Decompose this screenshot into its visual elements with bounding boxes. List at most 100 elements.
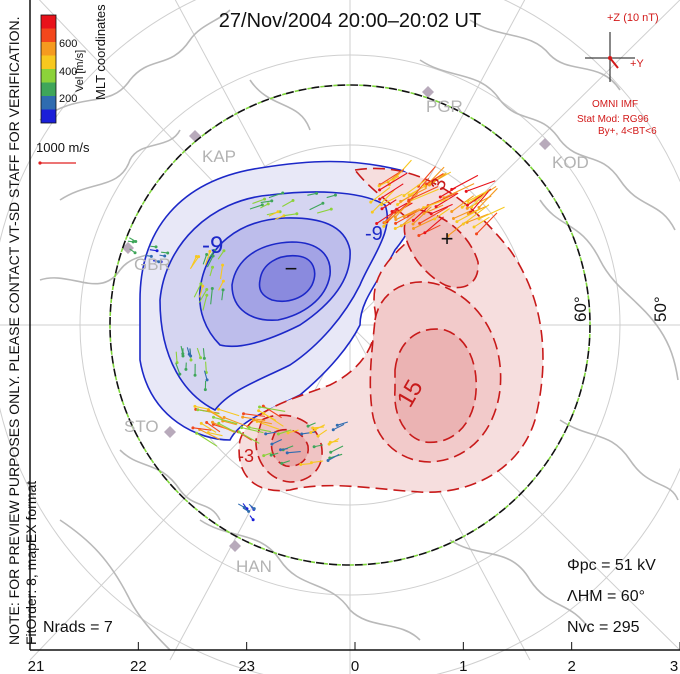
colorbar-segment <box>41 69 56 83</box>
vector-origin <box>300 432 304 436</box>
vector-origin <box>438 195 442 199</box>
vector-origin <box>329 450 333 454</box>
vector-origin <box>149 254 153 258</box>
vector-origin <box>335 423 339 427</box>
vector-origin <box>205 288 209 292</box>
velocity-vector <box>196 432 218 447</box>
vector-origin <box>279 448 283 452</box>
coordinate-label: MLT coordinates <box>93 4 108 100</box>
maximum-marker: + <box>441 226 454 251</box>
vector-origin <box>199 282 203 286</box>
vector-origin <box>326 459 330 463</box>
vector-origin <box>477 217 481 221</box>
vector-origin <box>166 251 170 255</box>
velocity-vector <box>403 179 426 197</box>
velocity-vector <box>218 422 236 433</box>
chart-title: 27/Nov/2004 20:00–20:02 UT <box>219 10 481 32</box>
velocity-vector <box>309 202 324 211</box>
vector-origin <box>241 415 245 419</box>
vector-origin <box>269 453 273 457</box>
vector-origin <box>194 254 198 258</box>
velocity-vector <box>451 195 475 212</box>
velocity-vector <box>259 406 286 413</box>
velocity-vector <box>478 206 505 220</box>
reference-vector-label: 1000 m/s <box>36 140 90 155</box>
velocity-vector <box>476 212 498 235</box>
vector-origin <box>377 184 381 188</box>
velocity-vector <box>443 183 475 199</box>
velocity-vector <box>175 351 178 363</box>
vector-origin <box>205 378 209 382</box>
velocity-vector <box>301 431 316 435</box>
velocity-vector <box>435 192 459 208</box>
vector-origin <box>178 372 182 376</box>
vector-origin <box>460 205 464 209</box>
velocity-vector <box>300 462 312 466</box>
velocity-vector <box>256 420 280 430</box>
vector-origin <box>375 222 379 226</box>
velocity-vector <box>222 420 237 426</box>
vector-origin <box>411 226 415 230</box>
velocity-vector <box>253 419 273 425</box>
velocity-vector <box>456 208 481 223</box>
vector-origin <box>252 507 256 511</box>
minimum-marker: − <box>285 256 298 281</box>
velocity-vector <box>430 203 453 215</box>
velocity-vector <box>467 191 487 202</box>
vector-origin <box>247 425 251 429</box>
velocity-vector <box>284 213 297 217</box>
velocity-vector <box>278 429 292 435</box>
velocity-colorbar <box>40 14 57 124</box>
velocity-vector <box>205 361 207 373</box>
vector-origin <box>399 199 403 203</box>
velocity-vector <box>408 177 429 202</box>
vector-origin <box>380 207 384 211</box>
vector-origin <box>261 404 265 408</box>
vector-origin <box>333 193 337 197</box>
vector-origin <box>211 254 215 258</box>
vector-origin <box>276 432 280 436</box>
velocity-vector <box>223 416 249 428</box>
vector-origin <box>299 463 303 467</box>
velocity-vector <box>395 220 412 230</box>
vector-origin <box>393 227 397 231</box>
velocity-vector <box>383 210 397 224</box>
velocity-vector <box>287 429 299 434</box>
velocity-vector <box>408 185 439 201</box>
velocity-vector <box>465 180 496 192</box>
velocity-vector <box>312 426 325 429</box>
vector-origin <box>396 203 400 207</box>
vector-origin <box>206 408 210 412</box>
stat-model: Stat Mod: RG96 <box>577 114 649 125</box>
vector-origin <box>402 214 406 218</box>
vector-origin <box>380 203 384 207</box>
latitude-label: 50° <box>651 296 670 322</box>
velocity-vector <box>451 174 479 190</box>
vector-origin <box>187 352 191 356</box>
vector-origin <box>464 189 468 193</box>
vector-origin <box>163 254 167 258</box>
vector-origin <box>309 431 313 435</box>
velocity-vector <box>381 199 397 210</box>
vector-origin <box>212 248 216 252</box>
vector-origin <box>331 428 335 432</box>
vector-origin <box>465 206 469 210</box>
velocity-vector <box>423 197 450 209</box>
vector-origin <box>155 249 159 253</box>
preview-note: NOTE: FOR PREVIEW PURPOSES ONLY. PLEASE … <box>6 16 22 645</box>
n-vc-stat: Nvc = 295 <box>567 619 640 636</box>
vector-origin <box>201 284 205 288</box>
vector-origin <box>199 421 203 425</box>
vector-origin <box>134 239 138 243</box>
mlt-tick-label: 3 <box>670 658 678 674</box>
velocity-vector <box>381 193 403 206</box>
velocity-vector <box>379 183 404 200</box>
velocity-vector <box>206 422 221 433</box>
vector-origin <box>423 231 427 235</box>
vector-origin <box>154 245 158 249</box>
mlt-tick-label: 23 <box>238 658 255 674</box>
velocity-vector <box>238 431 260 444</box>
vector-origin <box>316 434 320 438</box>
velocity-vector <box>424 216 444 234</box>
contour-label: -9 <box>365 223 383 245</box>
